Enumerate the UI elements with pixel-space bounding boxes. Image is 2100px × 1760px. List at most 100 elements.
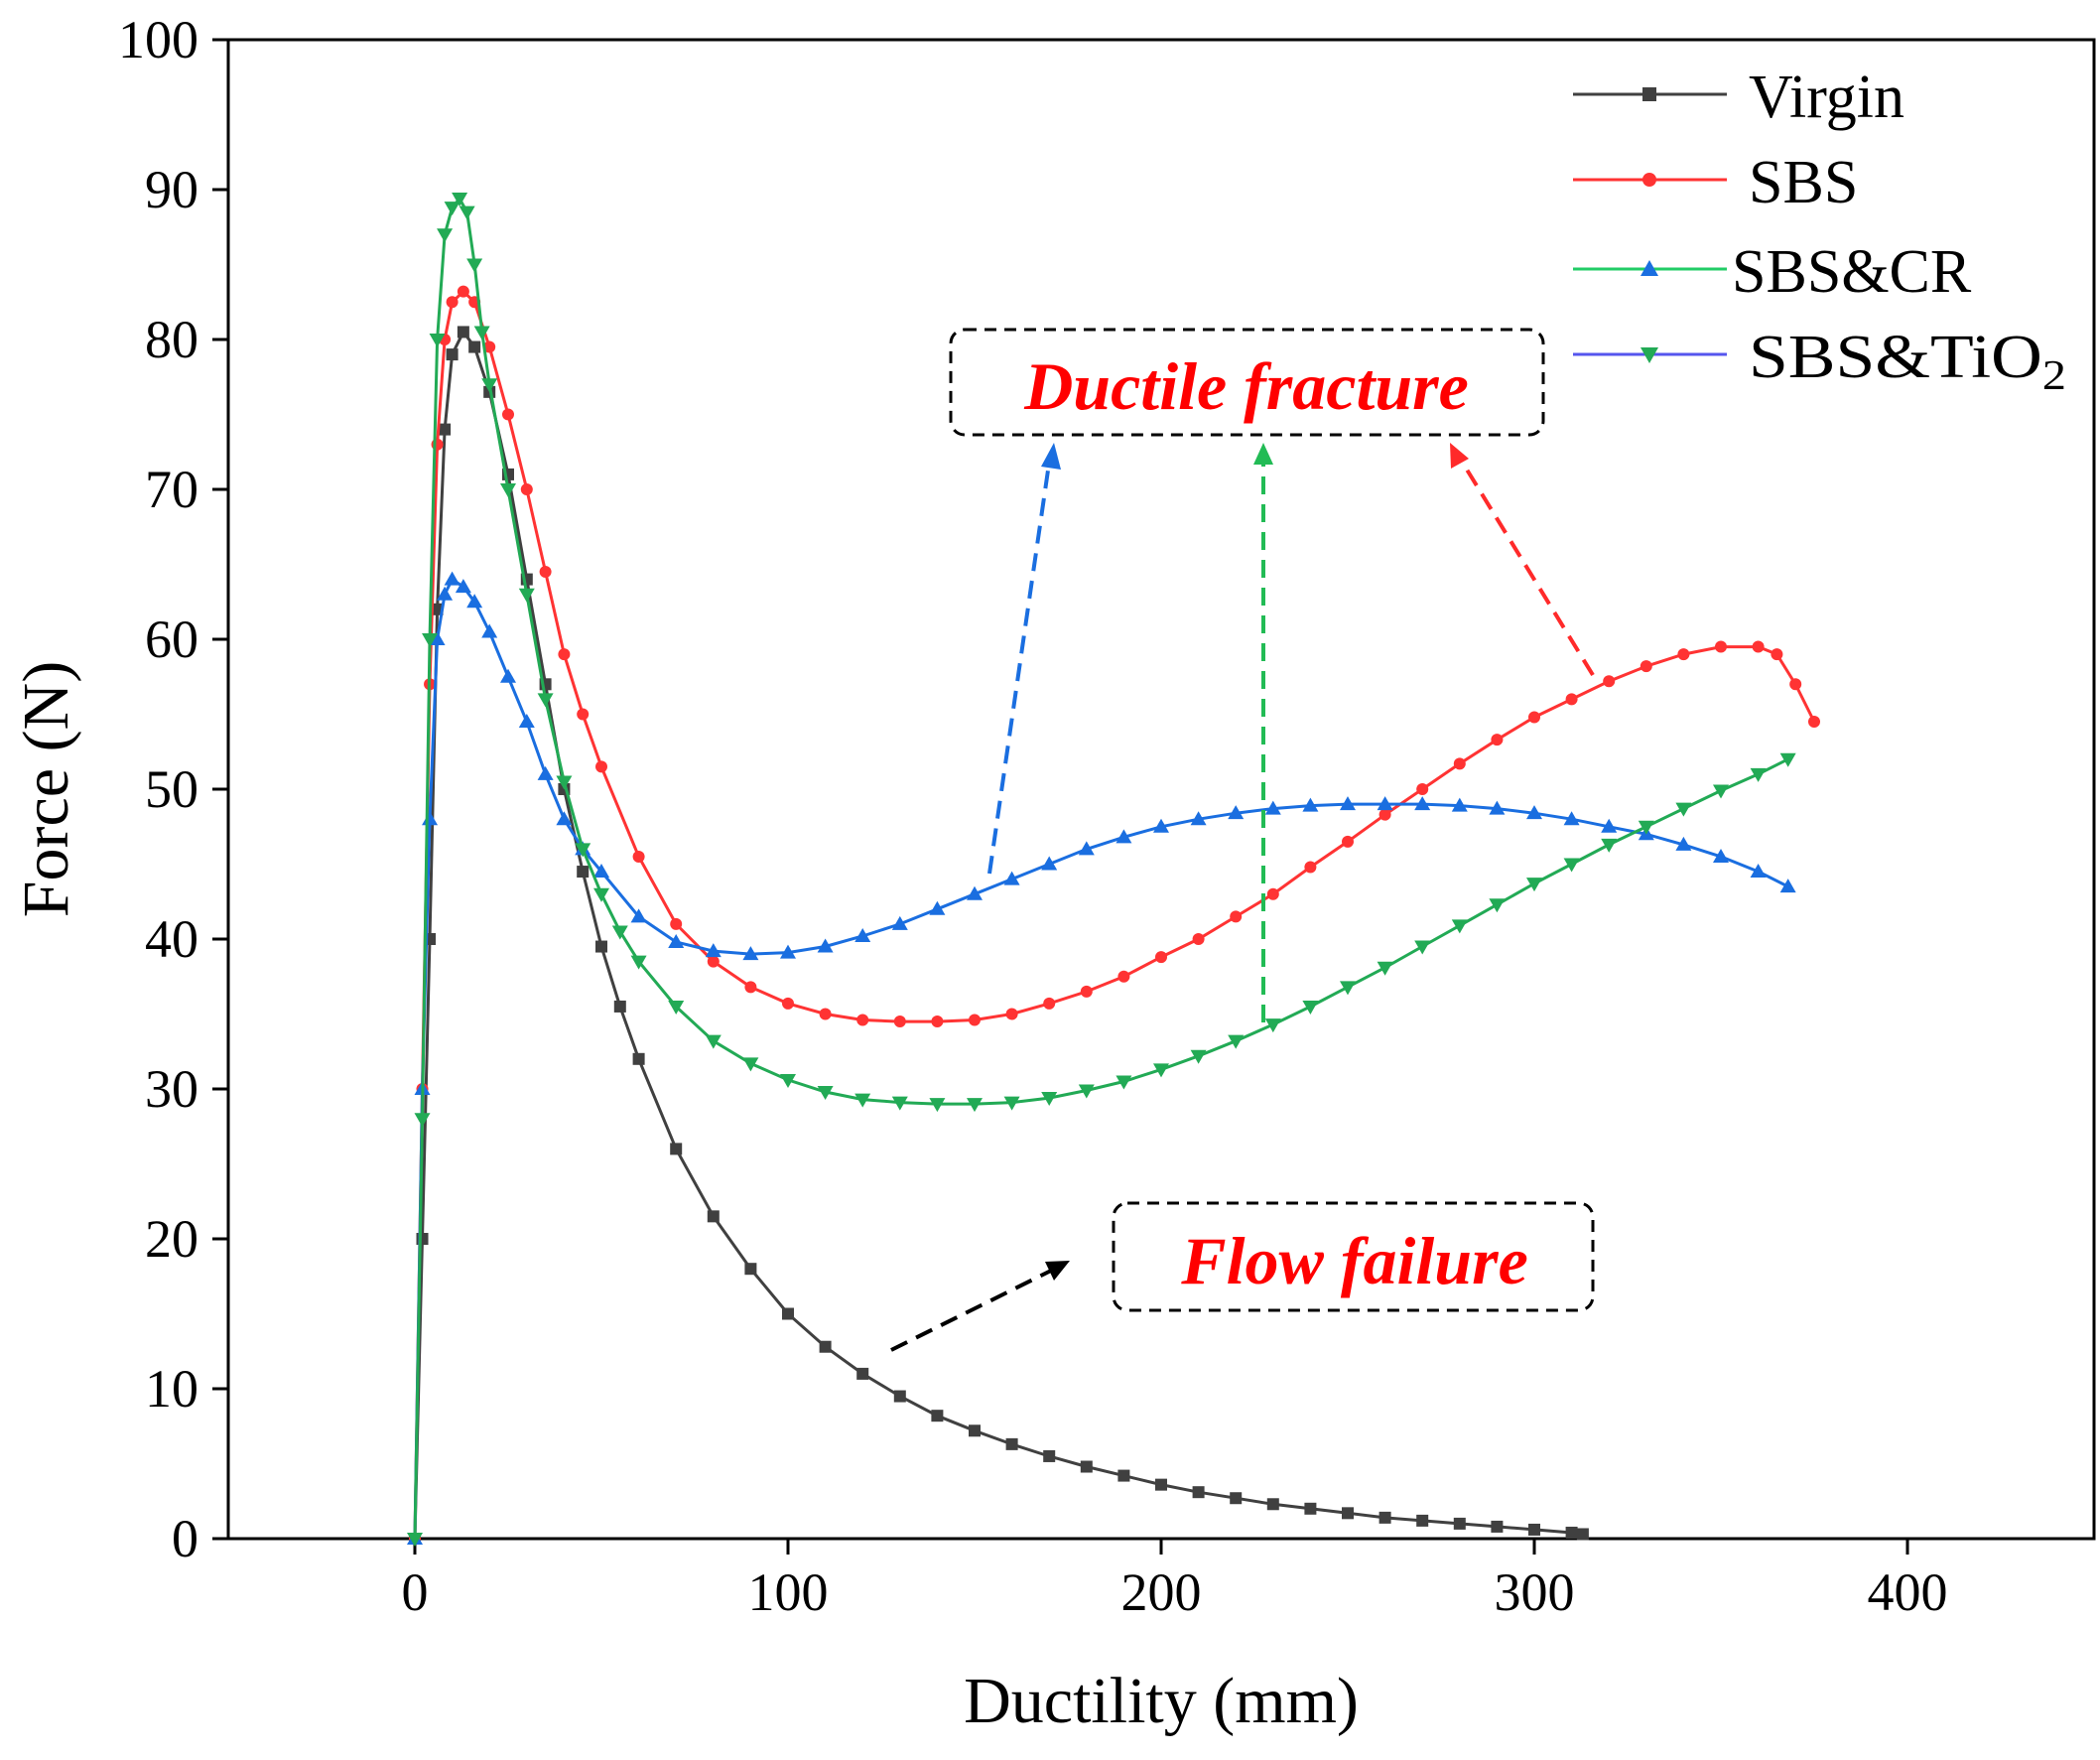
x-axis-title: Ductility (mm) <box>964 1665 1359 1737</box>
data-point <box>929 1098 946 1113</box>
data-point <box>1565 693 1578 706</box>
flow-failure-label: Flow failure <box>1180 1223 1528 1298</box>
data-point <box>457 285 469 298</box>
data-point <box>1453 1517 1466 1530</box>
data-point <box>1005 1008 1018 1020</box>
data-point <box>1302 1000 1319 1015</box>
ductile-fracture-box <box>949 328 1545 437</box>
x-tick-label: 100 <box>748 1562 829 1622</box>
y-tick-label: 10 <box>145 1359 198 1419</box>
data-point <box>1155 951 1167 964</box>
data-point <box>1414 940 1431 955</box>
data-point <box>1713 784 1729 799</box>
data-point <box>577 708 590 721</box>
ductile-arrow-blue <box>987 456 1052 875</box>
data-point <box>537 693 554 708</box>
data-point <box>1043 1449 1056 1462</box>
legend-marker-sbs-cr <box>1641 260 1658 276</box>
series-sbs-tio2 <box>407 193 1796 1547</box>
data-point <box>1416 1514 1429 1527</box>
data-point <box>1190 1049 1207 1064</box>
legend-label-virgin: Virgin <box>1749 64 1904 131</box>
ductile-arrowhead-blue <box>1041 443 1061 470</box>
data-point <box>742 1057 759 1072</box>
legend-marker-sbs-tio2 <box>1641 347 1658 363</box>
data-point <box>518 588 535 603</box>
data-point <box>1342 835 1354 848</box>
data-point <box>891 1096 908 1111</box>
data-point <box>1192 1486 1205 1499</box>
data-point <box>668 934 685 949</box>
series-line-sbs-tio2 <box>413 196 1789 1540</box>
data-point <box>632 1052 645 1065</box>
y-tick-label: 40 <box>145 909 198 969</box>
data-point <box>457 326 469 338</box>
x-tick-label: 300 <box>1495 1562 1575 1622</box>
data-point <box>1340 796 1356 811</box>
y-tick-label: 70 <box>145 460 198 519</box>
data-point <box>1003 871 1020 885</box>
data-point <box>444 571 460 586</box>
data-point <box>969 1424 981 1437</box>
data-point <box>1677 648 1690 661</box>
data-point <box>780 1073 796 1088</box>
data-point <box>468 340 481 353</box>
data-point <box>593 887 609 902</box>
data-point <box>817 1086 834 1101</box>
data-point <box>1526 805 1542 820</box>
data-point <box>630 908 647 923</box>
data-point <box>1489 800 1506 815</box>
series-line-sbs-cr <box>413 577 1789 1540</box>
data-point <box>854 1093 871 1108</box>
data-point <box>437 228 454 243</box>
data-point <box>595 940 607 953</box>
data-point <box>705 1034 722 1049</box>
data-point <box>1601 838 1618 853</box>
data-point <box>595 760 607 773</box>
data-point <box>1153 818 1169 833</box>
data-point <box>1453 757 1466 770</box>
data-point <box>558 648 571 661</box>
data-point <box>1080 985 1093 998</box>
data-point <box>1750 767 1767 782</box>
data-point <box>1043 997 1056 1010</box>
data-point <box>782 997 794 1010</box>
data-point <box>575 843 591 858</box>
data-point <box>422 811 439 826</box>
data-point <box>431 603 444 615</box>
data-point <box>856 1014 869 1026</box>
data-point <box>1451 919 1468 934</box>
data-point <box>414 1113 431 1128</box>
data-point <box>707 1210 720 1223</box>
data-point <box>1340 981 1356 996</box>
data-point <box>556 811 573 826</box>
data-point <box>1190 811 1207 826</box>
data-point <box>500 668 516 683</box>
data-point <box>969 1014 981 1026</box>
y-tick-label: 20 <box>145 1209 198 1269</box>
data-point <box>518 714 535 729</box>
y-tick-label: 0 <box>172 1509 198 1568</box>
legend-label-sbs-cr: SBS&CR <box>1732 238 1972 306</box>
flow-arrow-black <box>890 1267 1056 1352</box>
data-point <box>537 765 554 780</box>
data-point <box>1377 961 1393 976</box>
x-tick-label: 0 <box>402 1562 429 1622</box>
data-point <box>452 193 468 207</box>
data-point <box>481 623 498 638</box>
series-sbs <box>409 285 1820 1545</box>
data-point <box>1155 1478 1167 1491</box>
data-point <box>422 633 439 647</box>
data-point <box>1003 1096 1020 1111</box>
data-point <box>1228 1034 1245 1049</box>
ductile-arrow-red <box>1457 455 1595 677</box>
data-point <box>856 1367 869 1380</box>
data-point <box>429 631 446 645</box>
data-point <box>1715 640 1727 653</box>
data-point <box>1779 879 1796 893</box>
legend-marker-sbs <box>1642 173 1656 187</box>
data-point <box>1491 1520 1504 1533</box>
data-point <box>780 944 796 959</box>
data-point <box>1153 1063 1169 1078</box>
series-line-sbs <box>413 289 1816 1540</box>
